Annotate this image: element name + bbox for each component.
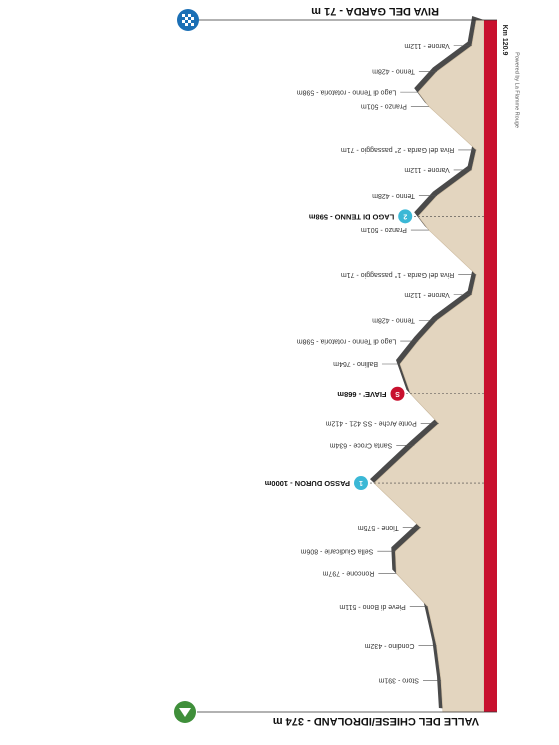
finish-check bbox=[191, 23, 194, 26]
waypoint-label: Lago di Tenno - rotatoria - 598m bbox=[297, 88, 397, 95]
waypoint-label: Lago di Tenno - rotatoria - 598m bbox=[297, 337, 397, 344]
waypoint-label: Sella Giudicarie - 806m bbox=[300, 547, 373, 554]
finish-check bbox=[182, 14, 185, 17]
finish-check bbox=[191, 17, 194, 20]
marker-badge bbox=[354, 476, 368, 491]
finish-check bbox=[188, 14, 191, 17]
rotated-frame: VALLE DEL CHIESE/IDROLAND - 374 m RIVA DE… bbox=[174, 5, 520, 727]
marker-label: PASSO DURON - 1000m bbox=[264, 479, 350, 488]
credit-label: Powered by La Flamme Rouge bbox=[514, 52, 520, 128]
waypoint-label: Tenno - 428m bbox=[372, 317, 415, 324]
waypoint-label: Pranzo - 501m bbox=[361, 226, 407, 233]
waypoint-label: Tione - 575m bbox=[358, 524, 399, 531]
waypoint-label: Varone - 112m bbox=[404, 291, 449, 298]
waypoint-label: Condino - 432m bbox=[365, 642, 415, 649]
waypoint-label: Ballino - 764m bbox=[333, 360, 378, 367]
waypoint-label: Ponte Arche - SS 421 - 412m bbox=[325, 420, 416, 427]
finish-check bbox=[182, 20, 185, 23]
waypoint-label: Tenno - 428m bbox=[372, 68, 415, 75]
marker-badge-text: S bbox=[395, 390, 400, 397]
km-bar bbox=[484, 20, 497, 712]
start-label: VALLE DEL CHIESE/IDROLAND - 374 m bbox=[273, 715, 479, 727]
waypoint-label: Storo - 391m bbox=[378, 677, 419, 684]
waypoint-label: Pieve di Bono - 511m bbox=[339, 603, 406, 610]
marker-label: LAGO DI TENNO - 598m bbox=[308, 212, 394, 221]
waypoint-label: Pranzo - 501m bbox=[361, 103, 407, 110]
waypoint-label: Santa Croce - 634m bbox=[329, 441, 392, 448]
waypoint-label: Riva del Garda - 2° passaggio - 71m bbox=[341, 146, 454, 154]
marker-badge-text: 2 bbox=[403, 212, 407, 219]
finish-label: RIVA DEL GARDA - 71 m bbox=[311, 5, 439, 17]
waypoint-label: Tenno - 428m bbox=[372, 192, 415, 199]
marker-badge bbox=[398, 209, 413, 224]
waypoint-label: Varone - 112m bbox=[404, 166, 449, 173]
finish-check bbox=[188, 20, 191, 23]
start-triangle bbox=[179, 708, 191, 717]
waypoint-label: Roncone - 797m bbox=[322, 570, 374, 577]
waypoint-label: Riva del Garda - 1° passaggio - 71m bbox=[341, 271, 454, 279]
finish-check bbox=[185, 17, 188, 20]
distance-label: Km 120.9 bbox=[501, 25, 508, 56]
waypoint-label: Varone - 112m bbox=[404, 42, 449, 49]
marker-badge bbox=[390, 386, 405, 401]
marker-badge-text: 1 bbox=[359, 479, 363, 486]
finish-check bbox=[185, 23, 188, 26]
marker-label: FIAVE' - 668m bbox=[337, 390, 386, 399]
